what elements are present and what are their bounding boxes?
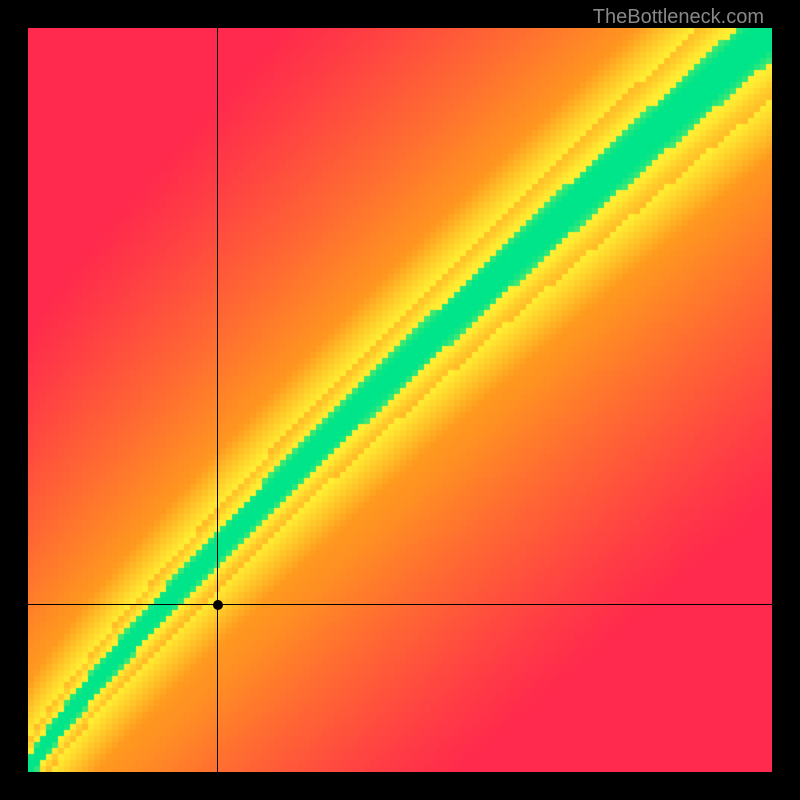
chart-container: TheBottleneck.com	[0, 0, 800, 800]
watermark-text: TheBottleneck.com	[593, 6, 764, 29]
operating-point-marker	[213, 600, 223, 610]
heatmap-canvas	[28, 28, 772, 772]
crosshair-vertical	[217, 28, 218, 772]
crosshair-horizontal	[28, 604, 772, 605]
plot-area	[28, 28, 772, 772]
